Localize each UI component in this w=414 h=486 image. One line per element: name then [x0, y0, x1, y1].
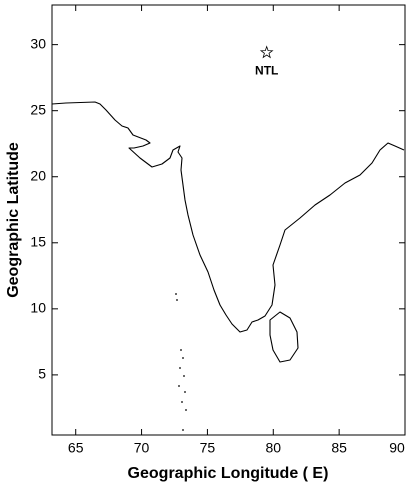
- plot-frame: [51, 4, 406, 436]
- station-label: NTL: [255, 64, 278, 78]
- y-tick-label: 5: [38, 366, 46, 382]
- coastline: [51, 101, 405, 363]
- x-axis-label: Geographic Longitude ( E): [128, 465, 329, 482]
- x-tick-label: 85: [331, 440, 347, 456]
- island: [176, 299, 178, 301]
- station-marker: [259, 45, 274, 59]
- x-tick-label: 70: [134, 440, 150, 456]
- y-tick-label: 20: [30, 167, 46, 183]
- island: [182, 429, 184, 431]
- mainland-coast: [51, 101, 405, 333]
- x-tick-label: 80: [265, 440, 281, 456]
- island: [179, 367, 181, 369]
- island: [182, 357, 184, 359]
- x-tick-label: 90: [389, 440, 405, 456]
- island: [178, 385, 180, 387]
- island: [181, 401, 183, 403]
- islands: [175, 293, 187, 431]
- x-tick-label: 65: [68, 440, 84, 456]
- island: [185, 409, 187, 411]
- sri-lanka-coast: [269, 311, 299, 363]
- y-tick-label: 25: [30, 101, 46, 117]
- island: [180, 349, 182, 351]
- y-tick-label: 10: [30, 300, 46, 316]
- island: [183, 375, 185, 377]
- y-tick-label: 15: [30, 233, 46, 249]
- x-tick-label: 75: [200, 440, 216, 456]
- island: [184, 391, 186, 393]
- y-tick-label: 30: [30, 35, 46, 51]
- y-axis-label: Geographic Latitude: [5, 142, 22, 298]
- island: [175, 293, 177, 295]
